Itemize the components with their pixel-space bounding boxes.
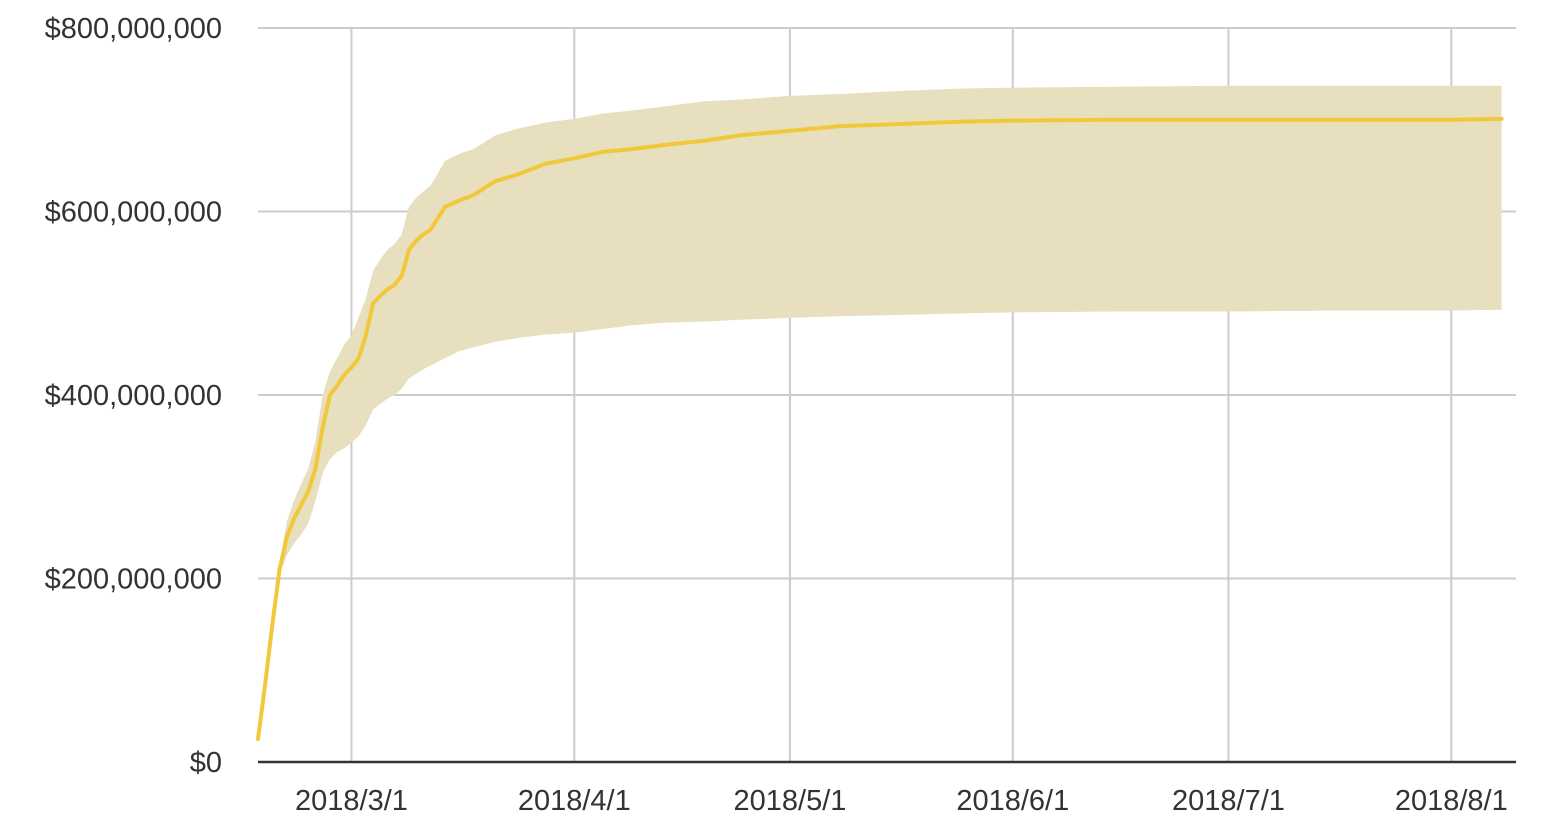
x-tick-label: 2018/7/1 <box>1172 785 1285 817</box>
confidence-band <box>258 85 1502 740</box>
line-series-layer <box>256 116 1504 742</box>
confidence-band-layer <box>258 85 1502 740</box>
x-tick-label: 2018/8/1 <box>1395 785 1508 817</box>
y-tick-label: $400,000,000 <box>45 380 222 412</box>
forecast-line <box>256 116 1504 742</box>
y-tick-label: $600,000,000 <box>45 197 222 229</box>
tick-label-layer: $0 $200,000,000 $400,000,000 $600,000,000 $8… <box>45 13 1508 817</box>
y-tick-label: $200,000,000 <box>45 564 222 596</box>
x-tick-label: 2018/5/1 <box>734 785 847 817</box>
x-tick-label: 2018/6/1 <box>956 785 1069 817</box>
y-tick-label: $800,000,000 <box>45 13 222 45</box>
y-tick-label: $0 <box>190 747 222 779</box>
x-tick-label: 2018/3/1 <box>295 785 408 817</box>
x-tick-label: 2018/4/1 <box>518 785 631 817</box>
